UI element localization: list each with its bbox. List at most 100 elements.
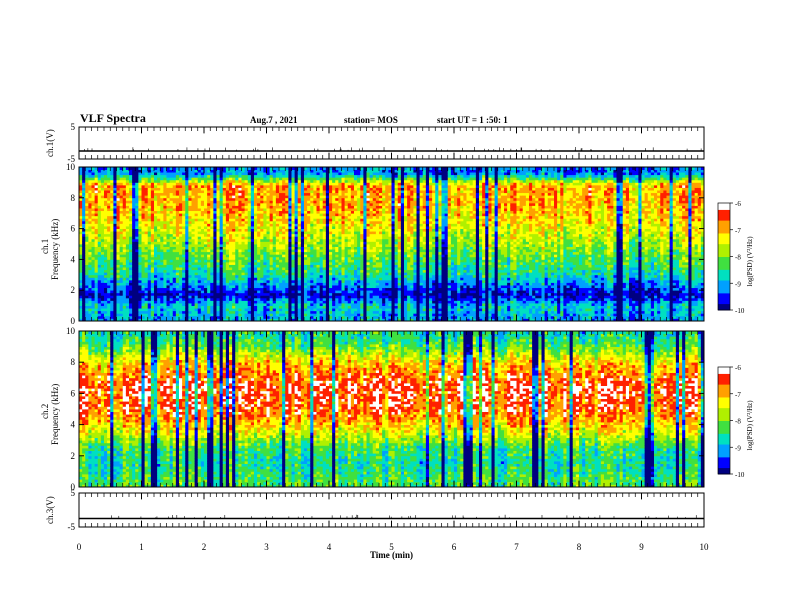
spectrogram-cell xyxy=(232,285,236,289)
spectrogram-cell xyxy=(122,269,127,273)
spectrogram-cell xyxy=(157,295,161,299)
spectrogram-cell xyxy=(141,200,146,204)
spectrogram-cell xyxy=(125,233,130,237)
spectrogram-cell xyxy=(88,228,92,232)
spectrogram-cell xyxy=(254,269,258,273)
spectrogram-cell xyxy=(147,241,152,245)
spectrogram-cell xyxy=(225,303,230,306)
spectrogram-cell xyxy=(272,220,277,224)
spectrogram-cell xyxy=(204,279,208,283)
spectrogram-cell xyxy=(160,238,164,242)
spectrogram-cell xyxy=(207,192,211,196)
spectrogram-cell xyxy=(257,192,261,196)
spectrogram-cell xyxy=(288,174,292,178)
spectrogram-cell xyxy=(104,172,108,176)
spectrogram-cell xyxy=(216,305,221,309)
spectrogram-cell xyxy=(263,292,267,296)
spectrogram-cell xyxy=(207,223,211,227)
spectrogram-cell xyxy=(232,226,236,229)
spectrogram-cell xyxy=(154,308,158,312)
spectrogram-cell xyxy=(154,205,158,209)
spectrogram-cell xyxy=(188,238,192,242)
spectrogram-cell xyxy=(247,290,252,294)
spectrogram-cell xyxy=(122,231,127,235)
spectrogram-cell xyxy=(138,223,142,227)
spectrogram-cell xyxy=(141,182,146,186)
spectrogram-cell xyxy=(160,277,164,281)
spectrogram-cell xyxy=(219,310,224,314)
spectrogram-cell xyxy=(132,238,136,242)
spectrogram-cell xyxy=(260,315,264,319)
spectrogram-cell xyxy=(138,220,142,224)
spectrogram-cell xyxy=(182,187,186,191)
spectrogram-cell xyxy=(88,218,92,222)
spectrogram-cell xyxy=(257,310,261,314)
spectrogram-cell xyxy=(185,287,189,291)
spectrogram-cell xyxy=(235,184,239,188)
spectrogram-cell xyxy=(175,269,180,273)
spectrogram-cell xyxy=(194,172,199,176)
spectrogram-cell xyxy=(175,315,180,319)
spectrogram-cell xyxy=(316,287,321,291)
spectrogram-cell xyxy=(219,246,224,250)
spectrogram-cell xyxy=(232,210,236,214)
spectrogram-cell xyxy=(135,241,139,245)
spectrogram-cell xyxy=(235,267,239,271)
spectrogram-cell xyxy=(169,300,174,304)
spectrogram-cell xyxy=(110,303,114,306)
spectrogram-cell xyxy=(166,238,171,242)
spectrogram-cell xyxy=(125,318,130,322)
spectrogram-cell xyxy=(166,290,171,294)
spectrogram-cell xyxy=(175,297,180,301)
spectrogram-cell xyxy=(300,259,305,263)
spectrogram-cell xyxy=(219,238,224,242)
spectrogram-cell xyxy=(291,300,296,304)
spectrogram-cell xyxy=(225,220,230,224)
spectrogram-cell xyxy=(257,244,261,247)
spectrogram-cell xyxy=(225,256,230,260)
spectrogram-cell xyxy=(260,259,264,263)
spectrogram-cell xyxy=(235,244,239,247)
spectrogram-cell xyxy=(225,195,230,199)
spectrogram-cell xyxy=(160,208,164,212)
spectrogram-cell xyxy=(122,202,127,206)
spectrogram-cell xyxy=(197,256,202,260)
spectrogram-cell xyxy=(182,249,186,253)
spectrogram-cell xyxy=(235,249,239,253)
spectrogram-cell xyxy=(88,297,92,301)
spectrogram-cell xyxy=(194,279,199,283)
spectrogram-cell xyxy=(285,290,289,294)
spectrogram-cell xyxy=(213,179,217,183)
spectrogram-cell xyxy=(154,233,158,237)
spectrogram-cell xyxy=(225,251,230,255)
spectrogram-cell xyxy=(319,195,324,199)
spectrogram-cell xyxy=(263,169,267,173)
spectrogram-cell xyxy=(79,259,83,263)
spectrogram-cell xyxy=(191,228,196,232)
spectrogram-cell xyxy=(294,249,299,253)
spectrogram-cell xyxy=(207,292,211,296)
spectrogram-cell xyxy=(129,305,133,309)
spectrogram-cell xyxy=(172,174,177,178)
spectrogram-cell xyxy=(322,254,327,258)
spectrogram-cell xyxy=(107,167,111,170)
spectrogram-cell xyxy=(225,228,230,232)
spectrogram-cell xyxy=(272,169,277,173)
spectrogram-cell xyxy=(210,192,214,196)
spectrogram-cell xyxy=(119,274,124,278)
spectrogram-cell xyxy=(188,200,192,204)
spectrogram-cell xyxy=(200,197,205,201)
spectrogram-cell xyxy=(163,251,167,255)
spectrogram-cell xyxy=(229,205,233,209)
spectrogram-cell xyxy=(219,244,224,247)
spectrogram-cell xyxy=(104,279,108,283)
spectrogram-cell xyxy=(266,184,271,188)
spectrogram-cell xyxy=(144,174,149,178)
spectrogram-cell xyxy=(222,251,227,255)
spectrogram-cell xyxy=(219,174,224,178)
spectrogram-cell xyxy=(250,303,255,306)
spectrogram-cell xyxy=(238,305,242,309)
spectrogram-cell xyxy=(285,195,289,199)
spectrogram-cell xyxy=(94,179,99,183)
spectrogram-cell xyxy=(169,292,174,296)
